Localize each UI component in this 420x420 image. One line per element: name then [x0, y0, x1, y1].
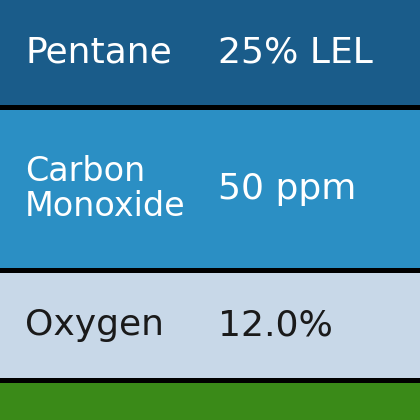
- Text: 50 ppm: 50 ppm: [218, 172, 357, 206]
- Text: Carbon
Monoxide: Carbon Monoxide: [25, 155, 186, 223]
- Text: 12.0%: 12.0%: [218, 309, 333, 342]
- Bar: [0, 0, 420, 105]
- Bar: [0, 273, 420, 378]
- Text: Pentane: Pentane: [25, 36, 172, 69]
- Text: 25% LEL: 25% LEL: [218, 36, 373, 69]
- Text: Oxygen: Oxygen: [25, 309, 164, 342]
- Bar: [0, 110, 420, 268]
- Bar: [0, 383, 420, 420]
